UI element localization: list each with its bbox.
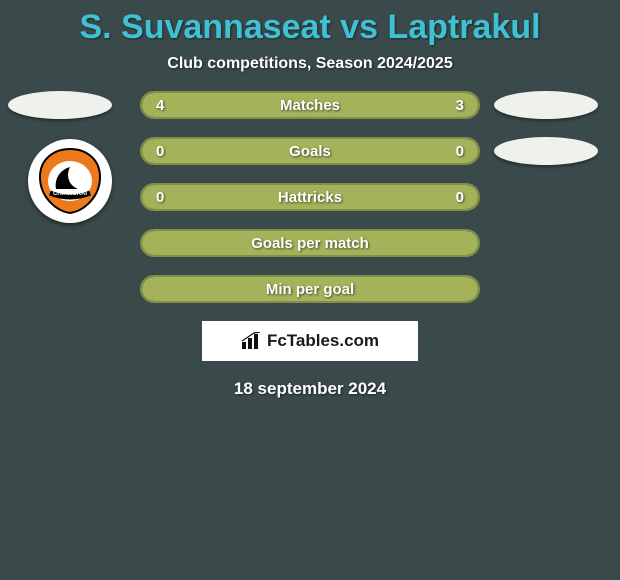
player-right-marker [494,137,598,165]
fctables-chart-icon [241,332,263,350]
stat-bar: Min per goal [140,275,480,303]
fctables-banner: FcTables.com [202,321,418,361]
stat-rows: 43Matches 00Goals 00Hattricks Goals per mat… [0,91,620,303]
date-label: 18 september 2024 [0,379,620,399]
stat-bar: Goals per match [140,229,480,257]
stat-row: 00Hattricks [0,183,620,211]
stat-row: Min per goal [0,275,620,303]
stat-row: 00Goals [0,137,620,165]
comparison-stage: CHIANGRAI 43Matches00Goals00HattricksGoa… [0,91,620,303]
stat-label: Hattricks [142,185,478,209]
stat-row: Goals per match [0,229,620,257]
page-title: S. Suvannaseat vs Laptrakul [0,0,620,47]
subtitle: Club competitions, Season 2024/2025 [0,55,620,73]
stat-bar: 43Matches [140,91,480,119]
player-left-marker [8,91,112,119]
stat-row: 43Matches [0,91,620,119]
player-right-marker [494,91,598,119]
stat-label: Min per goal [142,277,478,301]
stat-label: Matches [142,93,478,117]
stat-bar: 00Hattricks [140,183,480,211]
stat-label: Goals [142,139,478,163]
stat-bar: 00Goals [140,137,480,165]
fctables-label: FcTables.com [267,331,379,351]
stat-label: Goals per match [142,231,478,255]
